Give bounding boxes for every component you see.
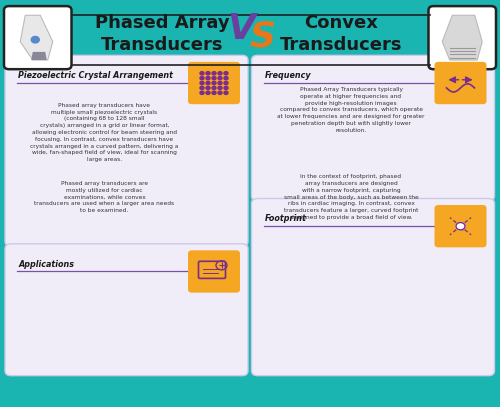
Circle shape [212, 72, 216, 75]
Circle shape [218, 72, 222, 75]
Circle shape [224, 72, 228, 75]
Text: Phased array transducers have
multiple small piezoelectric crystals
(containing : Phased array transducers have multiple s… [30, 103, 178, 162]
Polygon shape [31, 52, 47, 60]
Circle shape [212, 81, 216, 85]
Circle shape [206, 86, 210, 90]
FancyBboxPatch shape [188, 62, 240, 104]
Text: S: S [250, 20, 276, 54]
Circle shape [218, 86, 222, 90]
Circle shape [218, 77, 222, 80]
Circle shape [212, 91, 216, 94]
Text: V: V [227, 12, 255, 46]
Text: Phased Array Transducers typically
operate at higher frequencies and
provide hig: Phased Array Transducers typically opera… [277, 87, 425, 133]
Circle shape [224, 91, 228, 94]
Circle shape [212, 77, 216, 80]
Text: In the context of footprint, phased
array transducers are designed
with a narrow: In the context of footprint, phased arra… [284, 174, 418, 220]
Circle shape [206, 91, 210, 94]
FancyBboxPatch shape [4, 6, 71, 69]
Circle shape [218, 91, 222, 94]
Circle shape [200, 81, 204, 85]
FancyBboxPatch shape [188, 250, 240, 293]
Text: Phased Array
Transducers: Phased Array Transducers [94, 14, 229, 54]
Circle shape [206, 81, 210, 85]
Circle shape [456, 223, 465, 230]
Text: Phased array transducers are
mostly utilized for cardiac
examinations, while con: Phased array transducers are mostly util… [34, 181, 174, 213]
Circle shape [218, 81, 222, 85]
FancyBboxPatch shape [5, 55, 248, 246]
FancyBboxPatch shape [434, 205, 486, 247]
Circle shape [224, 81, 228, 85]
Circle shape [200, 72, 204, 75]
FancyBboxPatch shape [252, 55, 494, 201]
Polygon shape [442, 15, 482, 60]
Circle shape [31, 37, 39, 43]
Text: Footprint: Footprint [265, 214, 307, 223]
Circle shape [200, 86, 204, 90]
FancyBboxPatch shape [5, 244, 248, 376]
Text: Piezoelectric Crystal Arrangement: Piezoelectric Crystal Arrangement [18, 71, 174, 80]
Circle shape [224, 86, 228, 90]
FancyBboxPatch shape [428, 6, 496, 69]
Circle shape [206, 72, 210, 75]
Circle shape [200, 77, 204, 80]
Text: Frequency: Frequency [265, 71, 312, 80]
Text: Convex
Transducers: Convex Transducers [280, 14, 402, 54]
Circle shape [206, 77, 210, 80]
Polygon shape [20, 15, 53, 60]
FancyBboxPatch shape [434, 62, 486, 104]
Text: Applications: Applications [18, 260, 74, 269]
Circle shape [200, 91, 204, 94]
Circle shape [212, 86, 216, 90]
Circle shape [224, 77, 228, 80]
FancyBboxPatch shape [252, 199, 494, 376]
